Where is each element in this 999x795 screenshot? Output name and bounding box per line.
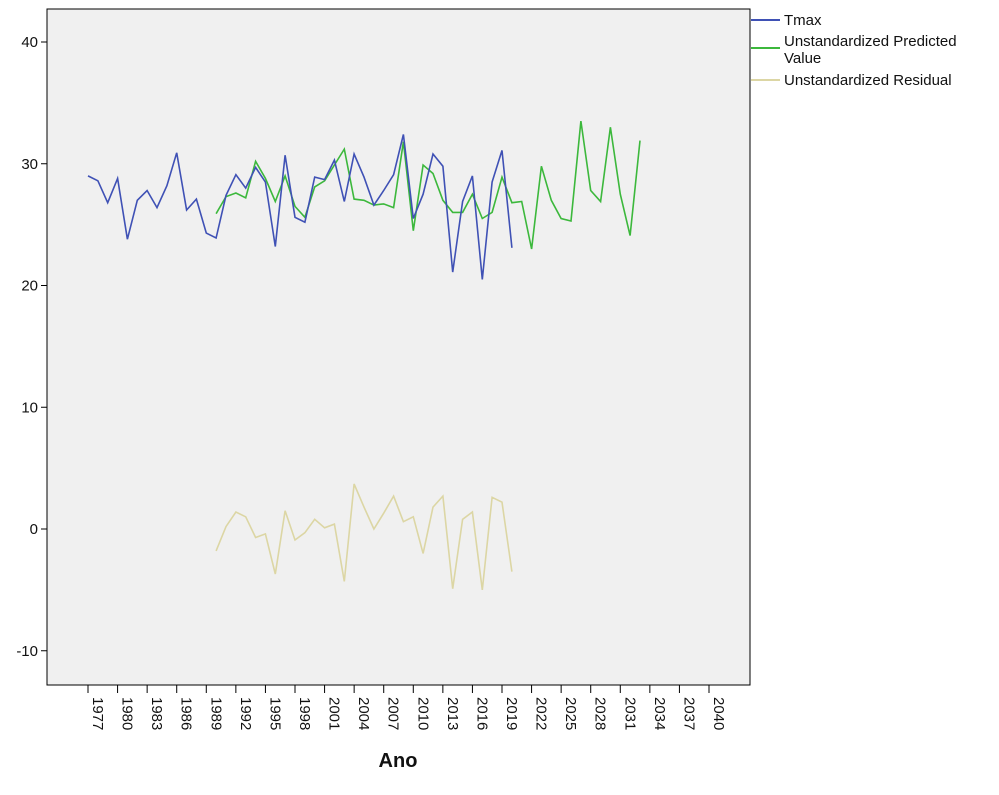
y-axis: -10 0 10 20 30 40	[16, 34, 47, 660]
x-tick-label: 2025	[562, 697, 579, 730]
x-tick-label: 1977	[89, 697, 106, 730]
plot-area	[46, 8, 751, 686]
x-tick-label: 2001	[326, 697, 343, 730]
x-tick-label: 1998	[296, 697, 313, 730]
x-tick-label: 1992	[237, 697, 254, 730]
legend-label: Unstandardized Residual	[784, 72, 952, 89]
series-line-tmax	[87, 134, 513, 280]
x-tick-label: 2007	[385, 697, 402, 730]
x-tick-label: 2040	[710, 697, 727, 730]
x-axis-title: Ano	[379, 750, 418, 772]
x-tick-label: 2016	[473, 697, 490, 730]
x-tick-label: 2004	[355, 697, 372, 730]
y-tick-label: 40	[21, 34, 38, 51]
x-tick-label: 2031	[621, 697, 638, 730]
x-tick-label: 1989	[207, 697, 224, 730]
x-tick-label: 2019	[503, 697, 520, 730]
y-tick-label: 0	[30, 521, 38, 538]
x-tick-label: 2034	[651, 697, 668, 730]
y-tick-label: 30	[21, 156, 38, 173]
y-tick-label: 20	[21, 278, 38, 295]
x-tick-label: 1986	[178, 697, 195, 730]
legend-label: Unstandardized Predicted	[784, 33, 957, 50]
x-tick-label: 2013	[444, 697, 461, 730]
x-tick-label: 2037	[680, 697, 697, 730]
x-tick-label: 1983	[148, 697, 165, 730]
y-tick-label: -10	[16, 643, 38, 660]
series-line-unstandardized-residual	[215, 483, 513, 591]
legend-label: Tmax	[784, 12, 822, 29]
y-tick-label: 10	[21, 399, 38, 416]
x-tick-label: 1995	[266, 697, 283, 730]
x-axis: 1977 1980 1983 1986 1989 1992 1995 1998 2001 2004…	[87, 685, 727, 730]
x-tick-label: 2010	[414, 697, 431, 730]
x-tick-label: 1980	[119, 697, 136, 730]
legend-label-cont: Value	[784, 50, 821, 67]
series-lines	[87, 120, 641, 591]
x-tick-label: 2028	[592, 697, 609, 730]
x-tick-label: 2022	[533, 697, 550, 730]
series-line-unstandardized-predicted-value	[215, 120, 641, 250]
